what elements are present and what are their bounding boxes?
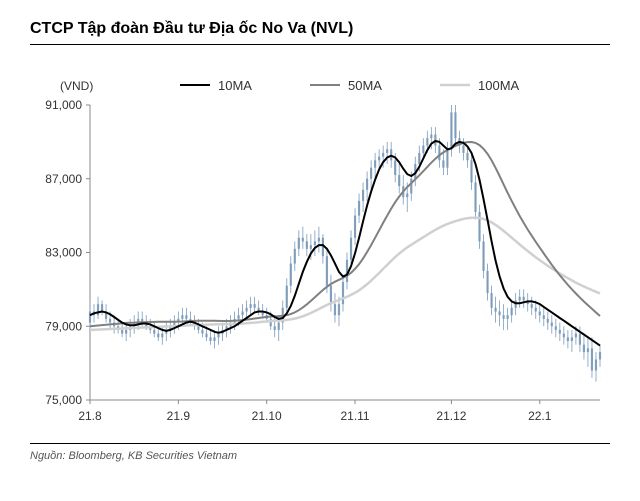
svg-text:75,000: 75,000 <box>45 393 82 407</box>
svg-text:22.1: 22.1 <box>528 409 552 423</box>
svg-text:21.12: 21.12 <box>436 409 466 423</box>
svg-text:83,000: 83,000 <box>45 246 82 260</box>
svg-text:(VND): (VND) <box>60 79 93 93</box>
chart-source: Nguồn: Bloomberg, KB Securities Vietnam <box>30 443 610 462</box>
svg-text:21.8: 21.8 <box>78 409 102 423</box>
svg-text:91,000: 91,000 <box>45 98 82 112</box>
chart-svg: 75,000 79,000 83,000 87,000 91,000 21.8 21.9 21… <box>30 55 610 435</box>
svg-text:21.9: 21.9 <box>167 409 191 423</box>
chart-container: 75,000 79,000 83,000 87,000 91,000 21.8 21.9 21… <box>30 55 610 435</box>
svg-text:50MA: 50MA <box>348 78 382 93</box>
svg-text:79,000: 79,000 <box>45 319 82 333</box>
svg-text:87,000: 87,000 <box>45 172 82 186</box>
svg-text:21.10: 21.10 <box>252 409 282 423</box>
svg-text:100MA: 100MA <box>478 78 520 93</box>
svg-text:21.11: 21.11 <box>340 409 369 423</box>
chart-title: CTCP Tập đoàn Đầu tư Địa ốc No Va (NVL) <box>30 20 610 45</box>
svg-text:10MA: 10MA <box>218 78 252 93</box>
